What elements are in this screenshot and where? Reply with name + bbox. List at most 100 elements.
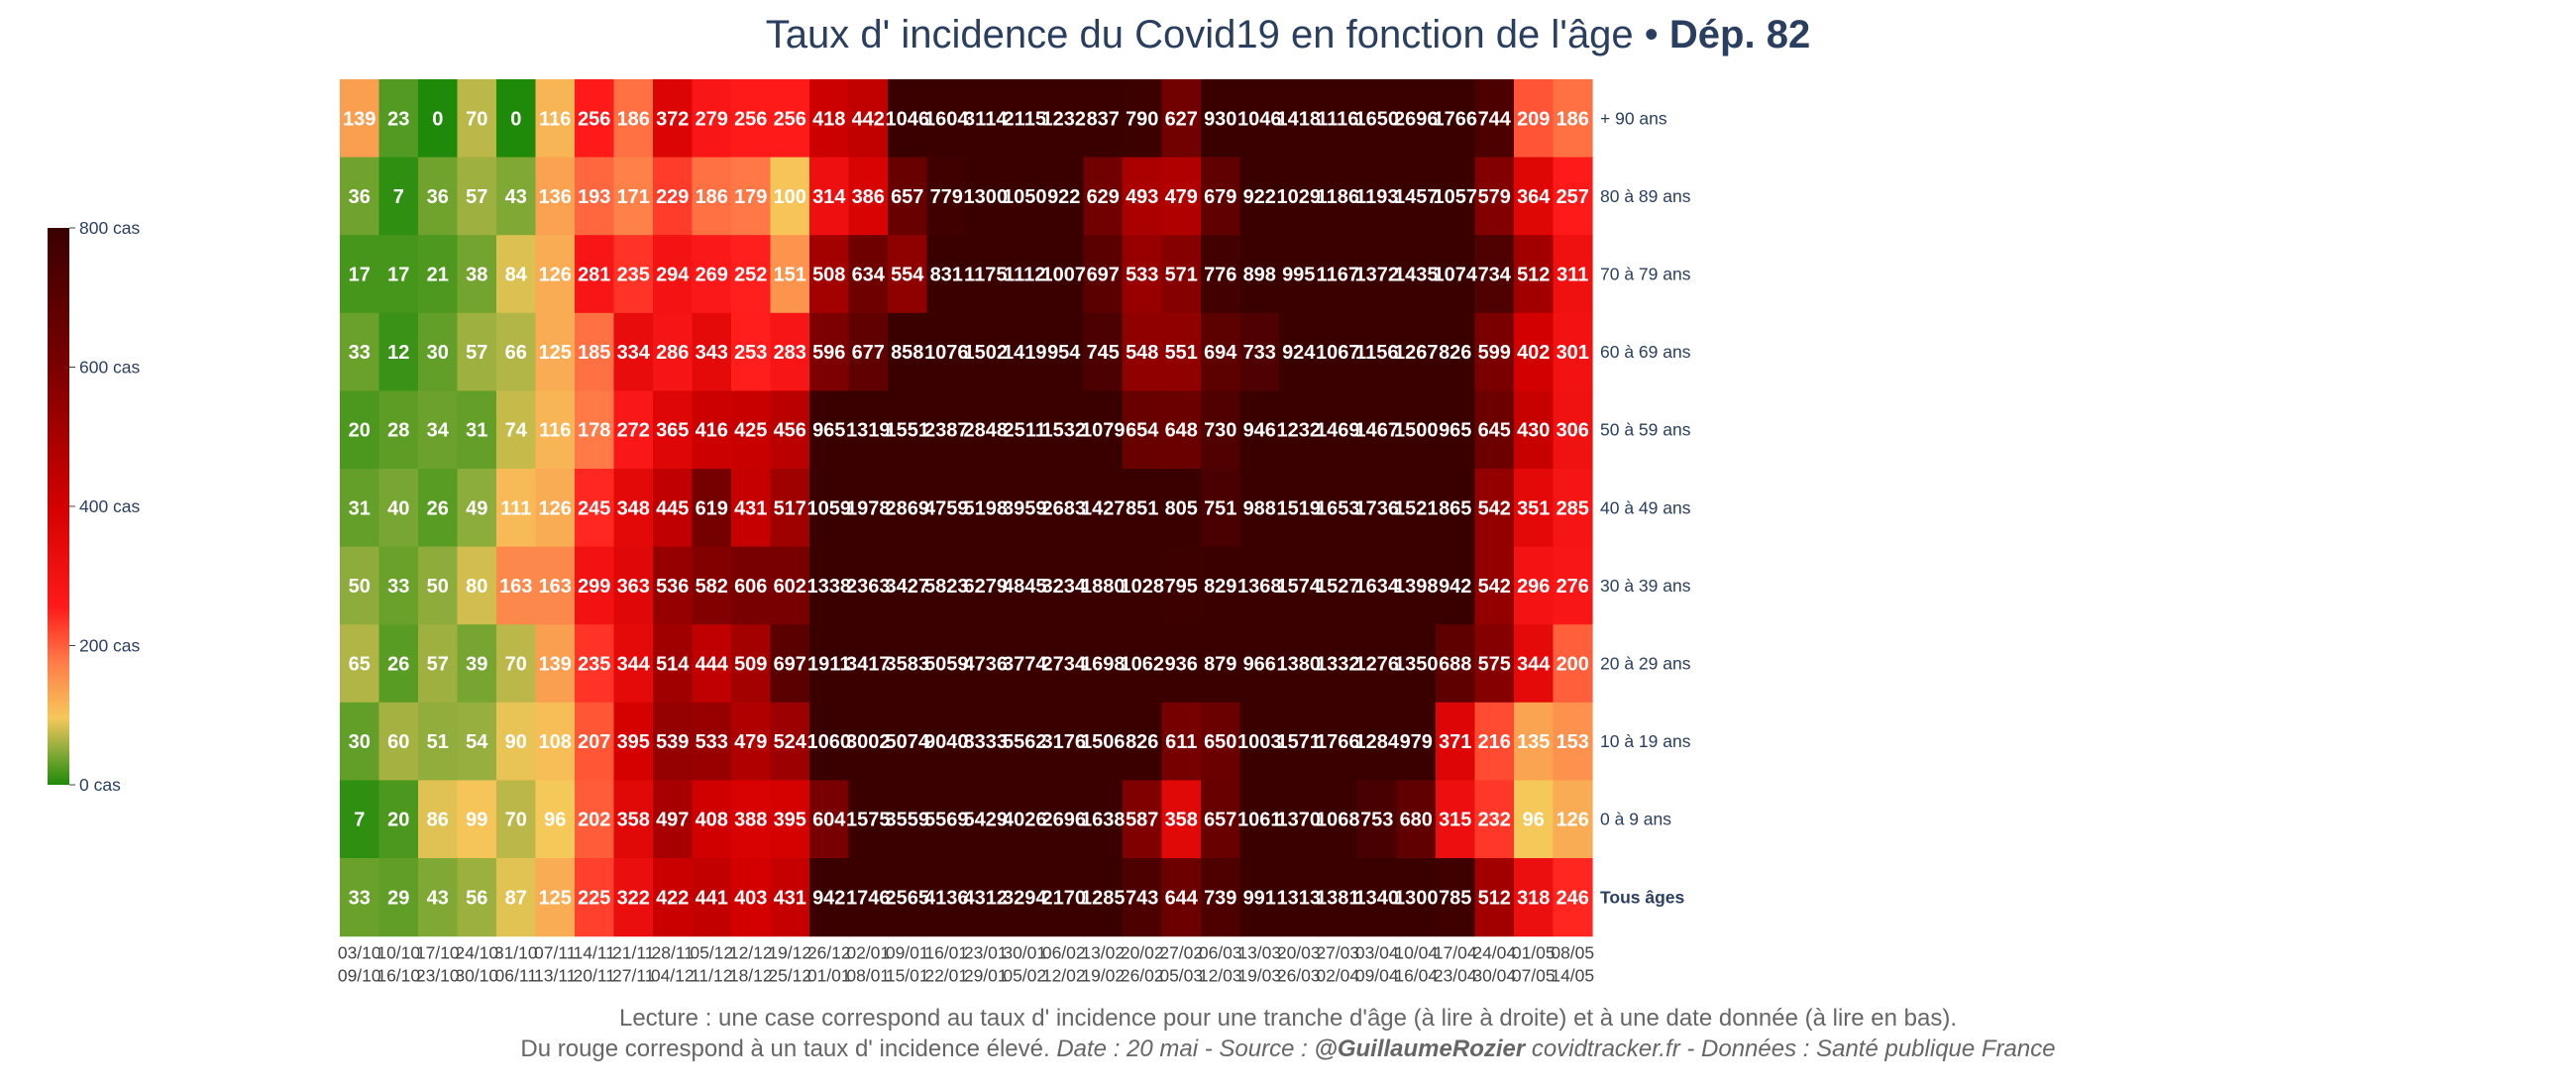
heatmap-cell-value: 571 [1165, 265, 1198, 286]
column-label-start: 02/01 [846, 943, 890, 963]
heatmap-cell [1239, 624, 1280, 704]
column-label-end: 29/01 [964, 966, 1008, 986]
heatmap-cell-value: 96 [544, 810, 566, 831]
heatmap-cell [457, 546, 497, 625]
heatmap-cell [535, 312, 576, 391]
heatmap-cell [1474, 79, 1515, 159]
heatmap-cell-value: 269 [696, 265, 728, 286]
heatmap-cell-value: 403 [734, 887, 767, 909]
row-label: 60 à 69 ans [1600, 342, 1691, 362]
heatmap-cell [848, 546, 889, 625]
heatmap-cell [731, 624, 772, 704]
column-label-start: 26/12 [807, 943, 851, 963]
heatmap-cell [692, 702, 732, 781]
heatmap-cell-value: 1046 [1237, 108, 1282, 130]
heatmap-cell-value: 116 [539, 420, 571, 442]
heatmap-cell [1123, 79, 1163, 159]
heatmap-cell-value: 517 [774, 497, 806, 519]
heatmap-cell-value: 2363 [846, 576, 891, 598]
heatmap-cell-value: 619 [696, 497, 728, 519]
heatmap-cell [1201, 157, 1241, 236]
heatmap-cell-value: 186 [617, 108, 650, 130]
heatmap-cell [809, 624, 850, 704]
heatmap-cell [692, 79, 732, 159]
heatmap-cell [731, 702, 772, 781]
heatmap-cell-value: 26 [427, 497, 449, 519]
heatmap-cell [653, 390, 694, 470]
heatmap-cell-value: 1604 [924, 108, 969, 130]
heatmap-cell [575, 312, 615, 391]
heatmap-cell-value: 2734 [1042, 654, 1087, 676]
heatmap-cell-value: 1313 [1277, 887, 1322, 909]
heatmap-cell [1474, 469, 1515, 548]
heatmap-cell [1514, 157, 1555, 236]
heatmap-cell [653, 702, 694, 781]
heatmap-cell-value: 418 [812, 108, 845, 130]
heatmap-cell-value: 930 [1204, 108, 1236, 130]
heatmap-cell-value: 1736 [1355, 497, 1400, 519]
heatmap-cell [1474, 235, 1515, 314]
heatmap-cell [1396, 469, 1437, 548]
column-label-start: 09/01 [886, 943, 929, 963]
heatmap-cell [1044, 624, 1085, 704]
heatmap-cell [809, 312, 850, 391]
heatmap-cell [692, 235, 732, 314]
heatmap-cell-value: 2387 [924, 420, 969, 442]
heatmap-cell-value: 1300 [1394, 887, 1439, 909]
heatmap-cell [1201, 390, 1241, 470]
heatmap-cell [1239, 390, 1280, 470]
heatmap-cell [692, 469, 732, 548]
heatmap-cell [966, 157, 1007, 236]
heatmap-cell [496, 702, 537, 781]
heatmap-cell [1436, 79, 1476, 159]
heatmap-cell [1161, 79, 1202, 159]
heatmap-cell [613, 624, 654, 704]
heatmap-cell [888, 469, 928, 548]
heatmap-cell [1474, 546, 1515, 625]
heatmap-cell-value: 36 [427, 186, 449, 208]
heatmap-cell [1201, 858, 1241, 937]
heatmap-cell-value: 744 [1478, 108, 1512, 130]
heatmap-cell [1005, 469, 1045, 548]
heatmap-cell [1318, 390, 1358, 470]
heatmap-cell [1005, 312, 1045, 391]
heatmap-cell [1201, 312, 1241, 391]
heatmap-cells [340, 79, 1593, 937]
heatmap-cell [1201, 235, 1241, 314]
heatmap-cell [418, 390, 459, 470]
heatmap-cell [613, 157, 654, 236]
heatmap-cell-value: 3176 [1042, 731, 1087, 753]
heatmap-cell-value: 611 [1165, 731, 1197, 753]
heatmap-cell [340, 312, 380, 391]
heatmap-cell [1474, 312, 1515, 391]
column-label-start: 13/03 [1237, 943, 1281, 963]
heatmap-cell [770, 79, 810, 159]
heatmap-cell [496, 157, 537, 236]
heatmap-cell [1436, 780, 1476, 859]
column-label-end: 15/01 [886, 966, 929, 986]
heatmap-cell-value: 125 [539, 887, 572, 909]
heatmap-cell-value: 1061 [1237, 810, 1282, 831]
heatmap-cell [418, 235, 459, 314]
heatmap-cell [457, 858, 497, 937]
heatmap-cell-value: 20 [349, 420, 371, 442]
heatmap-cell [575, 235, 615, 314]
heatmap-cell-value: 99 [466, 810, 487, 831]
heatmap-cell-value: 4736 [964, 654, 1009, 676]
heatmap-cell [1044, 79, 1085, 159]
column-label-end: 01/01 [807, 966, 851, 986]
heatmap-cell-value: 575 [1478, 654, 1511, 676]
heatmap-cell-value: 456 [774, 420, 806, 442]
heatmap-cell [809, 780, 850, 859]
heatmap-cell [1357, 780, 1398, 859]
column-label-end: 26/03 [1277, 966, 1321, 986]
heatmap-cell-value: 1079 [1081, 420, 1126, 442]
heatmap-cell-value: 216 [1478, 731, 1511, 753]
heatmap-cell-value: 688 [1439, 654, 1471, 676]
heatmap-cell-value: 795 [1165, 576, 1198, 598]
heatmap-cell-value: 879 [1204, 654, 1236, 676]
heatmap-cell-value: 232 [1478, 810, 1511, 831]
heatmap-cell [457, 780, 497, 859]
heatmap-cell [418, 702, 459, 781]
column-label-end: 19/02 [1081, 966, 1125, 986]
